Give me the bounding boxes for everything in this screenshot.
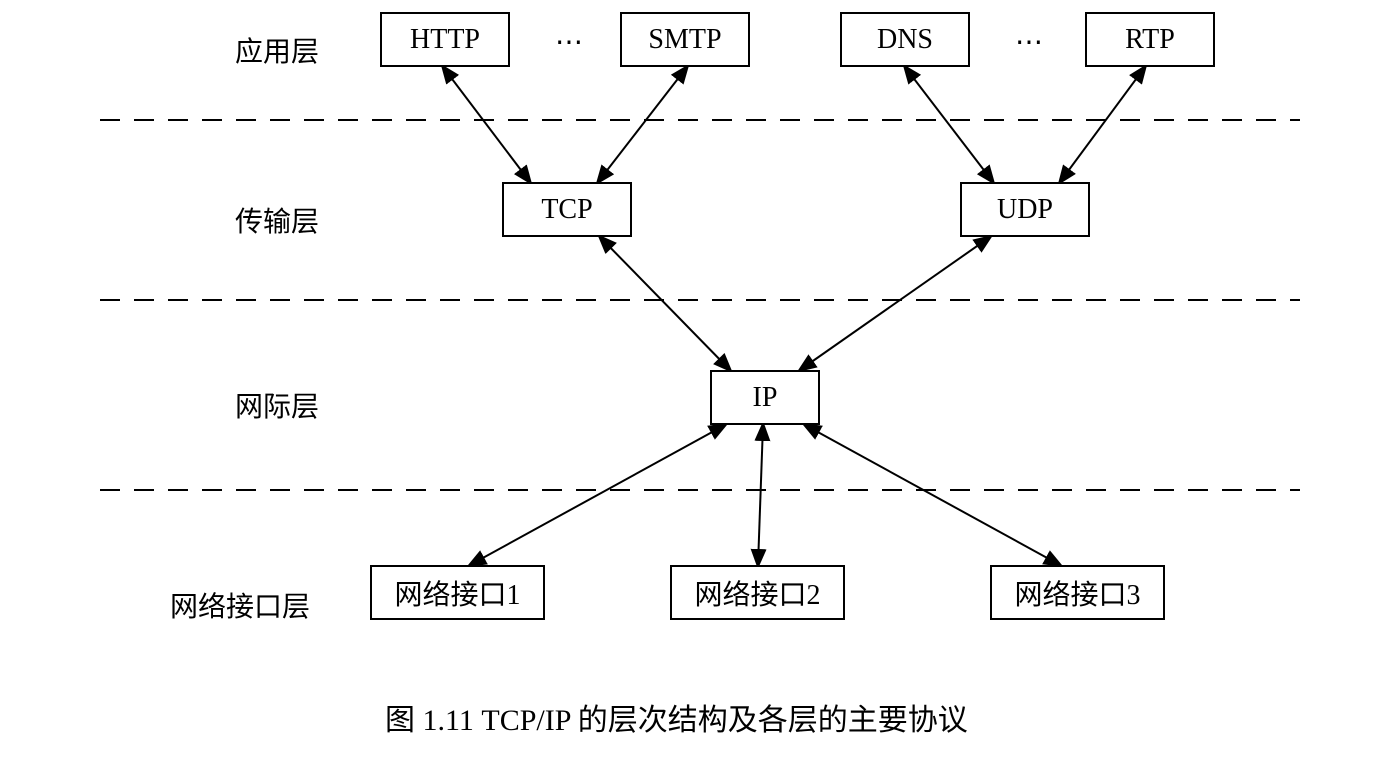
- label-text: 传输层: [235, 207, 319, 238]
- layer-label-transport: 传输层: [235, 200, 319, 240]
- node-label: TCP: [541, 194, 592, 226]
- ellipsis-text: ⋯: [1015, 27, 1043, 58]
- node-label: 网络接口3: [1014, 573, 1140, 613]
- node-label: UDP: [997, 194, 1053, 226]
- node-label: DNS: [877, 24, 933, 56]
- ellipsis-text: ⋯: [555, 27, 583, 58]
- node-udp: UDP: [960, 182, 1090, 237]
- label-text: 网际层: [235, 392, 319, 423]
- node-tcp: TCP: [502, 182, 632, 237]
- ellipsis-2: ⋯: [1015, 25, 1043, 59]
- node-dns: DNS: [840, 12, 970, 67]
- layer-label-network-interface: 网络接口层: [170, 585, 310, 625]
- node-label: IP: [753, 382, 778, 414]
- ellipsis-1: ⋯: [555, 25, 583, 59]
- node-ip: IP: [710, 370, 820, 425]
- figure-caption: 图 1.11 TCP/IP 的层次结构及各层的主要协议: [385, 695, 968, 739]
- node-label: RTP: [1125, 24, 1175, 56]
- label-text: 网络接口层: [170, 592, 310, 623]
- diagram-svg: [0, 0, 1383, 758]
- node-label: HTTP: [410, 24, 480, 56]
- node-ni2: 网络接口2: [670, 565, 845, 620]
- node-label: 网络接口2: [694, 573, 820, 613]
- caption-text: 图 1.11 TCP/IP 的层次结构及各层的主要协议: [385, 704, 968, 737]
- node-label: SMTP: [648, 24, 721, 56]
- layer-label-application: 应用层: [235, 30, 319, 70]
- layer-label-internet: 网际层: [235, 385, 319, 425]
- node-label: 网络接口1: [394, 573, 520, 613]
- node-smtp: SMTP: [620, 12, 750, 67]
- node-http: HTTP: [380, 12, 510, 67]
- node-rtp: RTP: [1085, 12, 1215, 67]
- tcpip-diagram: 应用层 传输层 网际层 网络接口层 HTTP SMTP DNS RTP TCP …: [0, 0, 1383, 758]
- node-ni1: 网络接口1: [370, 565, 545, 620]
- node-ni3: 网络接口3: [990, 565, 1165, 620]
- label-text: 应用层: [235, 37, 319, 68]
